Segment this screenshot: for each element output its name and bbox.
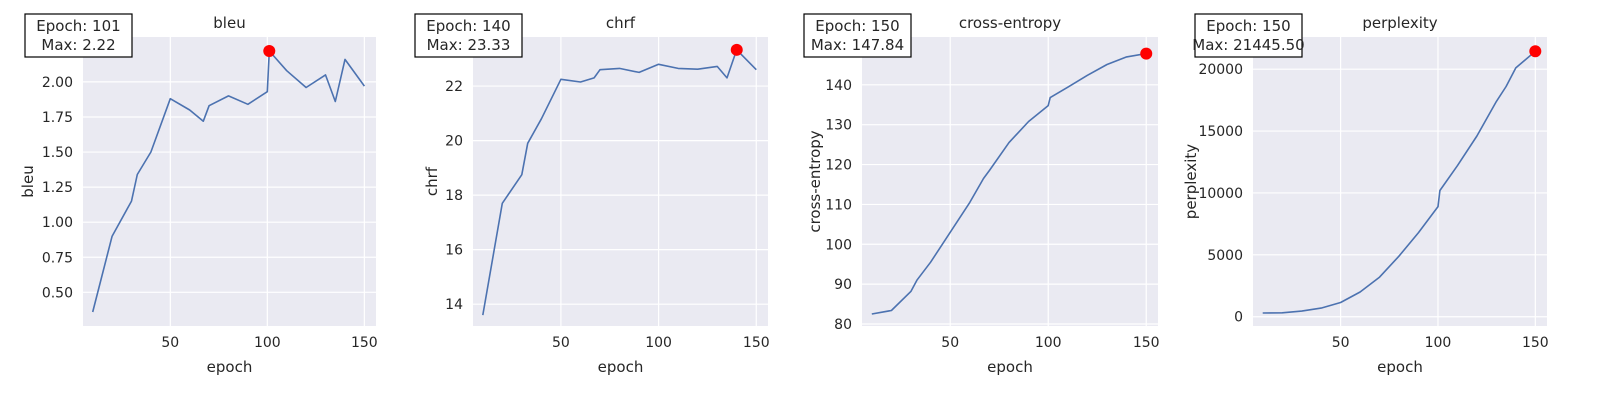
max-marker <box>1529 45 1542 58</box>
y-tick-label: 140 <box>825 78 852 94</box>
y-tick-label: 0.75 <box>42 250 73 266</box>
series-line <box>871 52 1147 315</box>
max-marker <box>263 45 276 58</box>
annotation-epoch: Epoch: 150 <box>1206 17 1290 35</box>
x-tick-label: 100 <box>1425 335 1452 351</box>
annotation-max: Max: 147.84 <box>811 36 904 54</box>
y-tick-label: 14 <box>445 297 463 313</box>
plot-area <box>473 37 768 326</box>
y-tick-label: 10000 <box>1198 186 1243 202</box>
annotation-box <box>24 13 133 58</box>
chart-title: perplexity <box>1362 14 1437 32</box>
x-tick-label: 50 <box>552 335 570 351</box>
y-tick-label: 20 <box>445 134 463 150</box>
annotation-box <box>803 13 912 58</box>
y-axis-label: perplexity <box>1182 144 1200 219</box>
x-axis-label: epoch <box>987 358 1033 376</box>
plot-area <box>1253 37 1547 326</box>
x-tick-label: 100 <box>645 335 672 351</box>
y-tick-label: 18 <box>445 188 463 204</box>
annotation-box <box>414 13 523 58</box>
chart-title: chrf <box>606 14 636 32</box>
annotation-box <box>1194 13 1303 58</box>
chart-panel-3: 50 100 150 0 5000 10000 15000 20000 epoch perplex… <box>1182 13 1549 376</box>
x-axis-label: epoch <box>1377 358 1423 376</box>
y-tick-label: 80 <box>834 317 852 333</box>
y-tick-label: 22 <box>445 79 463 95</box>
chart-panel-0: 50 100 150 0.50 0.75 1.00 1.25 1.50 1.75 2.00 epoc… <box>19 13 378 376</box>
x-tick-label: 150 <box>743 335 770 351</box>
x-tick-label: 100 <box>1035 335 1062 351</box>
series-line <box>482 48 757 316</box>
chart-title: bleu <box>213 14 245 32</box>
max-marker <box>730 43 743 56</box>
y-tick-label: 2.00 <box>42 75 73 91</box>
x-tick-label: 150 <box>1522 335 1549 351</box>
y-tick-label: 1.25 <box>42 180 73 196</box>
chart-panel-2: 50 100 150 80 90 100 110 120 130 140 epoch cross-en… <box>803 13 1160 376</box>
y-tick-label: 5000 <box>1207 248 1243 264</box>
chart-panel-1: 50 100 150 14 16 18 20 22 epoch chrf chrf Epoch: 14… <box>414 13 770 376</box>
x-tick-label: 50 <box>941 335 959 351</box>
x-axis-label: epoch <box>598 358 644 376</box>
y-axis-label: bleu <box>19 165 37 197</box>
y-tick-label: 1.75 <box>42 110 73 126</box>
plot-area <box>862 37 1158 326</box>
series-line <box>91 50 366 313</box>
series-line <box>1262 50 1536 314</box>
y-tick-label: 90 <box>834 277 852 293</box>
annotation-epoch: Epoch: 150 <box>815 17 899 35</box>
annotation-epoch: Epoch: 140 <box>426 17 510 35</box>
annotation-max: Max: 23.33 <box>427 36 511 54</box>
y-tick-label: 1.50 <box>42 145 73 161</box>
y-tick-label: 0.50 <box>42 285 73 301</box>
y-tick-label: 20000 <box>1198 62 1243 78</box>
y-tick-label: 100 <box>825 237 852 253</box>
x-tick-label: 50 <box>161 335 179 351</box>
y-tick-label: 16 <box>445 243 463 259</box>
y-tick-label: 15000 <box>1198 124 1243 140</box>
annotation-epoch: Epoch: 101 <box>36 17 120 35</box>
y-tick-label: 130 <box>825 118 852 134</box>
plot-area <box>83 37 376 326</box>
y-tick-label: 110 <box>825 197 852 213</box>
annotation-max: Max: 2.22 <box>41 36 115 54</box>
x-axis-label: epoch <box>207 358 253 376</box>
chart-title: cross-entropy <box>959 14 1061 32</box>
y-tick-label: 120 <box>825 158 852 174</box>
x-tick-label: 100 <box>254 335 281 351</box>
annotation-max: Max: 21445.50 <box>1192 36 1304 54</box>
y-tick-label: 0 <box>1234 310 1243 326</box>
y-axis-label: chrf <box>423 166 441 196</box>
x-tick-label: 150 <box>351 335 378 351</box>
x-tick-label: 50 <box>1332 335 1350 351</box>
y-axis-label: cross-entropy <box>806 130 824 232</box>
x-tick-label: 150 <box>1133 335 1160 351</box>
max-marker <box>1140 47 1153 60</box>
y-tick-label: 1.00 <box>42 215 73 231</box>
